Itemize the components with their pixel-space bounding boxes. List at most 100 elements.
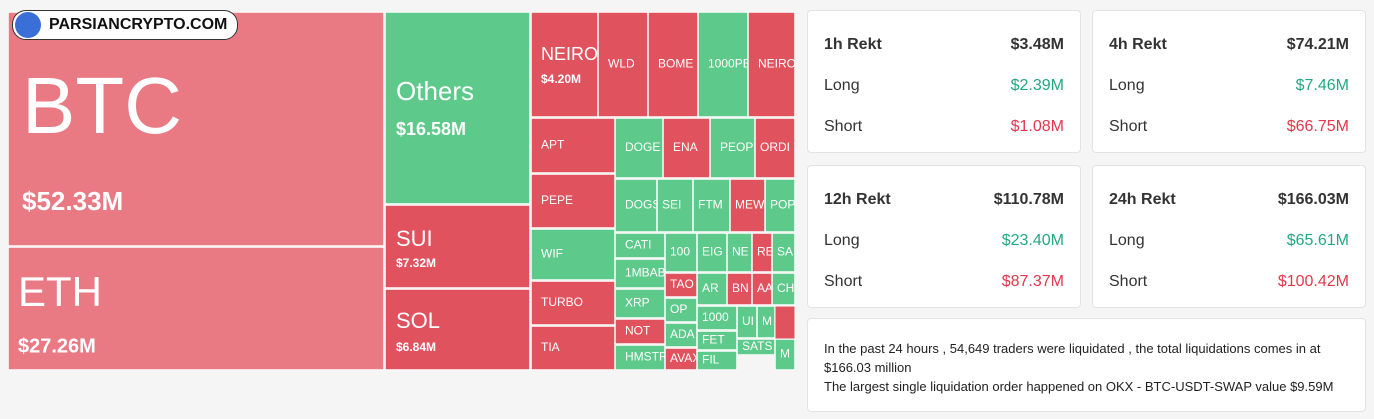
tile: SA bbox=[772, 233, 795, 272]
tile: WIF bbox=[531, 229, 615, 280]
tile-label: PEPE bbox=[541, 193, 573, 207]
stat-row: Long $2.39M bbox=[824, 65, 1064, 106]
stat-value: $23.40M bbox=[1001, 231, 1064, 249]
tile: 1000PE bbox=[698, 12, 751, 117]
tile-label: BOME bbox=[658, 57, 693, 71]
stat-row: Short $87.37M bbox=[824, 261, 1064, 302]
tile-label: WIF bbox=[541, 247, 563, 261]
tile-label: SEI bbox=[662, 198, 681, 212]
tile-bg bbox=[663, 118, 710, 178]
tile-label: SATS bbox=[742, 339, 772, 353]
tile-bg bbox=[615, 289, 665, 318]
tile-bg bbox=[657, 179, 693, 232]
stat-card: 4h Rekt $74.21M Long $7.46M Short $66.75M bbox=[1092, 10, 1366, 153]
tile: AA bbox=[752, 273, 772, 305]
tile-label: DOGS bbox=[625, 198, 660, 212]
tile-label: DOGE bbox=[625, 140, 660, 154]
tile: MEW bbox=[730, 179, 765, 232]
tile-bg bbox=[693, 179, 730, 232]
tile: Others $16.58M bbox=[385, 12, 530, 204]
tile-label: TAO bbox=[670, 277, 694, 291]
tile-label: 1000PE bbox=[708, 57, 751, 71]
tile: ADA bbox=[665, 323, 697, 347]
tile-label: NE bbox=[732, 245, 749, 259]
stat-row: Short $1.08M bbox=[824, 106, 1064, 147]
stat-card: 12h Rekt $110.78M Long $23.40M Short $87.37M bbox=[807, 165, 1081, 308]
tile-bg bbox=[765, 179, 795, 232]
logo[interactable]: PARSIANCRYPTO.COM bbox=[12, 10, 239, 40]
tile-label: FIL bbox=[702, 353, 720, 367]
tile-bg bbox=[531, 118, 615, 173]
tile-bg bbox=[730, 179, 765, 232]
tile: TURBO bbox=[531, 281, 615, 325]
tile-value: $7.32M bbox=[396, 256, 436, 270]
tile-bg bbox=[615, 179, 657, 232]
tile-label: 1MBAB bbox=[625, 266, 666, 280]
tile: 1MBAB bbox=[615, 259, 666, 288]
stat-row: Long $65.61M bbox=[1109, 220, 1349, 261]
stat-value: $65.61M bbox=[1286, 231, 1349, 249]
stat-value: $2.39M bbox=[1010, 76, 1064, 94]
tile-label: 100 bbox=[670, 245, 690, 259]
stat-label: 1h Rekt bbox=[824, 35, 882, 53]
tile-label: FTM bbox=[698, 198, 723, 212]
tile: NOT bbox=[615, 319, 665, 344]
tile: SUI $7.32M bbox=[385, 205, 530, 288]
stat-label: Short bbox=[1109, 117, 1148, 135]
tile: ENA bbox=[663, 118, 710, 178]
logo-icon bbox=[15, 12, 41, 38]
tile-label: UI bbox=[742, 314, 754, 328]
tile-bg bbox=[697, 351, 737, 370]
tile-bg bbox=[710, 118, 755, 178]
stat-row: 4h Rekt $74.21M bbox=[1109, 24, 1349, 65]
tile: BOME bbox=[648, 12, 698, 117]
tile-bg bbox=[737, 339, 775, 355]
tile-bg bbox=[752, 273, 772, 305]
tile-bg bbox=[772, 233, 795, 272]
tile-label: AVAX bbox=[670, 351, 700, 365]
tile: PEOPL bbox=[710, 118, 755, 178]
tile-bg bbox=[615, 259, 665, 288]
tile-value: $4.20M bbox=[541, 72, 581, 86]
tile: RE bbox=[752, 233, 774, 272]
tile-bg bbox=[772, 273, 795, 305]
tile-label: EIG bbox=[702, 245, 723, 259]
tile-label: ENA bbox=[673, 140, 698, 154]
tile: SEI bbox=[657, 179, 693, 232]
tile: APT bbox=[531, 118, 615, 173]
tile: SOL $6.84M bbox=[385, 289, 530, 370]
tile: PEPE bbox=[531, 174, 615, 228]
tile-bg bbox=[697, 306, 737, 330]
tile: DOGE bbox=[615, 118, 663, 178]
tile: AVAX bbox=[665, 348, 700, 370]
tile-bg bbox=[648, 12, 698, 117]
tile: CH bbox=[772, 273, 795, 305]
tile-label: AR bbox=[702, 281, 719, 295]
stat-label: Long bbox=[1109, 76, 1145, 94]
tile: DOGS bbox=[615, 179, 660, 232]
treemap: BTC $52.33M ETH $27.26M Others $16.58M SUI $7.3… bbox=[8, 12, 796, 370]
tile: SATS bbox=[737, 339, 775, 355]
tile-label: TIA bbox=[541, 340, 560, 354]
tile-bg bbox=[615, 345, 665, 370]
tile-bg bbox=[531, 12, 598, 117]
tile-label: TURBO bbox=[541, 295, 583, 309]
stat-value: $7.46M bbox=[1295, 76, 1349, 94]
tile-bg bbox=[665, 298, 697, 322]
stat-value: $3.48M bbox=[1010, 35, 1064, 53]
tile-bg bbox=[615, 118, 663, 178]
tile-value: $52.33M bbox=[22, 186, 123, 216]
tile-label: XRP bbox=[625, 296, 650, 310]
tile-bg bbox=[385, 205, 530, 288]
stat-label: Long bbox=[824, 231, 860, 249]
tile-label: RE bbox=[757, 245, 774, 259]
tile-label: BN bbox=[732, 281, 749, 295]
tile: TAO bbox=[665, 273, 697, 297]
tile-value: $27.26M bbox=[18, 335, 96, 357]
tile-bg bbox=[698, 12, 748, 117]
stat-label: 12h Rekt bbox=[824, 190, 891, 208]
stat-card: 24h Rekt $166.03M Long $65.61M Short $100.42M bbox=[1092, 165, 1366, 308]
tile: BN bbox=[727, 273, 752, 305]
tile: CATI bbox=[615, 233, 665, 258]
tile-label: Others bbox=[396, 76, 474, 106]
